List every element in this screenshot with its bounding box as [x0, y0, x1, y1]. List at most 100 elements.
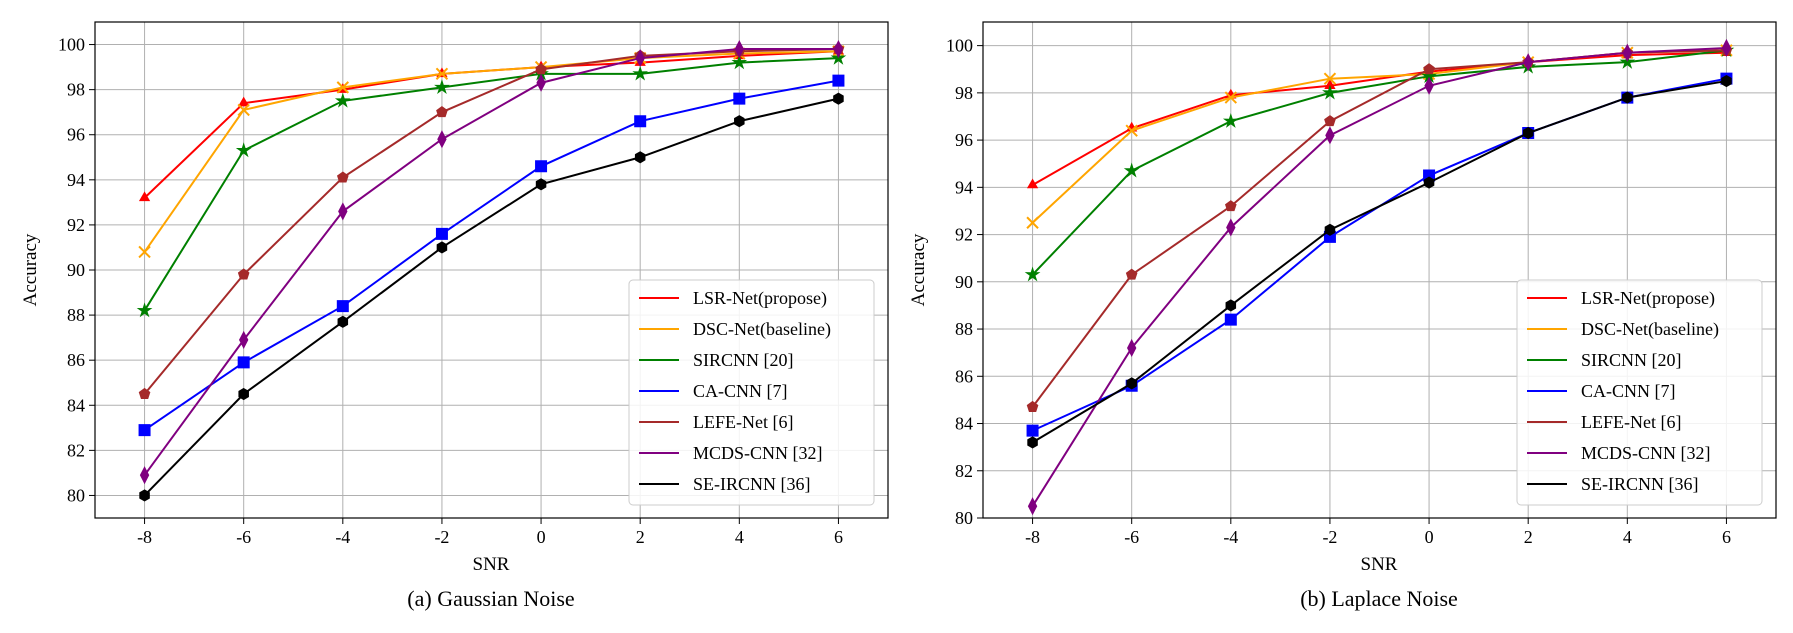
data-point [138, 424, 151, 437]
data-point [733, 92, 746, 105]
data-point [535, 63, 547, 75]
data-point [1026, 424, 1039, 437]
data-point [237, 268, 250, 280]
series-line [1032, 80, 1727, 444]
legend-label: LSR-Net(propose) [1581, 288, 1715, 309]
x-tick-label: 4 [735, 527, 744, 547]
data-point [1027, 436, 1038, 449]
y-tick-label: 86 [955, 366, 973, 386]
chart-caption: (b) Laplace Noise [1300, 586, 1458, 611]
data-point [1522, 126, 1534, 140]
data-point [136, 302, 153, 318]
x-tick-label: -8 [1025, 527, 1040, 547]
y-tick-label: 100 [946, 36, 973, 56]
x-axis-label: SNR [1361, 554, 1398, 575]
y-tick-label: 94 [955, 177, 973, 197]
y-tick-label: 90 [955, 272, 973, 292]
data-point [1322, 84, 1338, 100]
data-point [731, 54, 748, 70]
x-tick-label: 6 [834, 527, 843, 547]
data-point [436, 241, 448, 254]
legend-box [628, 279, 875, 506]
data-point [734, 39, 745, 59]
y-tick-label: 88 [955, 319, 973, 339]
data-point [1026, 400, 1039, 412]
y-tick-label: 96 [67, 125, 85, 145]
x-tick-label: 0 [537, 527, 546, 547]
data-point [1224, 313, 1237, 326]
y-tick-label: 82 [955, 461, 973, 481]
y-tick-label: 84 [955, 414, 973, 434]
data-point [1721, 38, 1732, 58]
data-point [632, 65, 649, 81]
plot-frame [982, 21, 1777, 519]
data-point [336, 81, 350, 94]
data-point [1424, 76, 1434, 95]
series-line [143, 48, 839, 476]
data-point [1123, 162, 1140, 178]
data-point [1721, 74, 1732, 88]
data-point [334, 92, 351, 108]
y-tick-label: 92 [955, 225, 973, 245]
legend-label: CA-CNN [7] [1581, 381, 1676, 401]
data-point [634, 115, 647, 128]
data-point [239, 330, 249, 349]
data-point [138, 387, 151, 399]
data-point [1125, 124, 1138, 137]
data-point [435, 67, 449, 81]
data-point [238, 96, 250, 107]
legend-label: MCDS-CNN [32] [1581, 443, 1711, 463]
legend-label: DSC-Net(baseline) [1581, 319, 1719, 340]
legend-label: DSC-Net(baseline) [693, 319, 831, 340]
y-tick-label: 90 [67, 260, 85, 280]
data-point [1226, 218, 1236, 237]
data-point [1026, 216, 1039, 229]
data-point [833, 92, 844, 105]
data-point [1622, 43, 1633, 62]
data-point [635, 49, 645, 68]
data-point [1423, 176, 1435, 189]
y-tick-label: 98 [67, 80, 85, 100]
x-tick-label: -4 [1223, 527, 1238, 547]
legend-label: LEFE-Net [6] [1581, 412, 1681, 432]
y-tick-label: 80 [955, 508, 973, 528]
x-tick-label: -4 [335, 527, 350, 547]
series-line [143, 50, 839, 199]
data-point [1324, 223, 1336, 236]
y-tick-label: 86 [67, 350, 85, 370]
data-point [338, 202, 348, 221]
y-tick-label: 94 [67, 170, 85, 190]
y-tick-label: 96 [955, 130, 973, 150]
series-line [1031, 49, 1727, 276]
x-tick-label: 4 [1623, 527, 1632, 547]
data-point [235, 142, 252, 158]
y-axis-label: Accuracy [20, 233, 41, 306]
data-point [1324, 115, 1336, 127]
data-point [536, 73, 546, 92]
plot-frame [94, 21, 889, 519]
data-point [1126, 377, 1137, 390]
x-tick-label: -2 [1322, 527, 1337, 547]
legend-label: SE-IRCNN [36] [1581, 474, 1699, 494]
data-point [437, 130, 447, 149]
data-point [238, 387, 249, 401]
y-tick-label: 88 [67, 305, 85, 325]
legend-label: CA-CNN [7] [693, 381, 788, 401]
data-point [1323, 72, 1337, 85]
x-axis-label: SNR [473, 554, 510, 575]
data-point [435, 227, 448, 240]
series-line [143, 50, 839, 253]
data-point [1126, 338, 1137, 358]
legend-label: SIRCNN [20] [1581, 350, 1682, 370]
data-point [734, 115, 745, 128]
data-point [634, 151, 646, 164]
legend-label: SIRCNN [20] [693, 350, 794, 370]
series-line [143, 57, 839, 312]
x-tick-label: -2 [434, 527, 449, 547]
data-point [1423, 63, 1435, 75]
y-tick-label: 98 [955, 83, 973, 103]
data-point [138, 245, 151, 259]
data-point [1523, 53, 1533, 72]
chart-caption: (a) Gaussian Noise [407, 586, 574, 611]
